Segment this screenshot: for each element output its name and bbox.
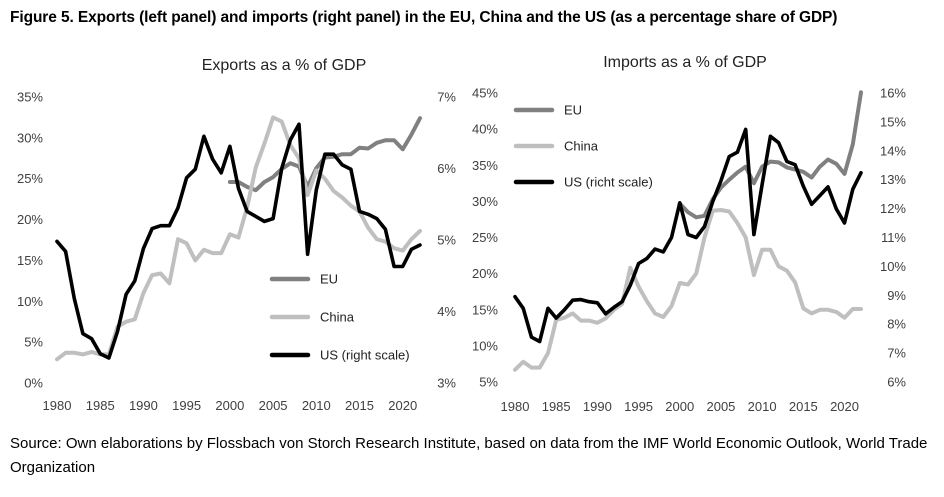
panel2-right-y-tick: 11% bbox=[881, 230, 906, 245]
panel2-left-y-tick: 10% bbox=[472, 338, 498, 353]
panel2-left-y-tick: 45% bbox=[472, 86, 498, 101]
panel2-right-y-tick: 13% bbox=[880, 172, 906, 187]
panel2-x-tick: 2005 bbox=[706, 399, 735, 414]
panel1-x-tick: 1990 bbox=[129, 398, 158, 413]
panel1-right-y-tick: 6% bbox=[437, 161, 456, 176]
panel1-left-y-tick: 35% bbox=[17, 90, 43, 105]
panel2-left-y-tick: 5% bbox=[479, 375, 498, 390]
panel1-x-tick: 2020 bbox=[388, 398, 417, 413]
panel1-x-tick: 2010 bbox=[302, 398, 331, 413]
panel1-series-china bbox=[55, 115, 422, 362]
panel1-x-tick: 1980 bbox=[43, 398, 72, 413]
panel2-x-tick: 2015 bbox=[789, 399, 818, 414]
panel1-left-y-tick: 25% bbox=[17, 171, 43, 186]
panel1-title: Exports as a % of GDP bbox=[202, 57, 367, 74]
panel2-left-y-tick: 20% bbox=[472, 266, 498, 281]
figure-charts: Exports as a % of GDP 0% 5% 10% 15% 20% 25% 30%… bbox=[17, 54, 906, 414]
panel1-left-y-tick: 0% bbox=[24, 376, 43, 391]
panel1-x-tick: 2005 bbox=[259, 398, 288, 413]
panel2-legend-label-us: US (richt scale) bbox=[564, 175, 653, 190]
panel2-left-y-tick: 40% bbox=[472, 122, 498, 137]
panel2-right-y-tick: 16% bbox=[880, 86, 906, 101]
panel2-right-y-tick: 14% bbox=[880, 143, 906, 158]
source-note: Source: Own elaborations by Flossbach vo… bbox=[10, 435, 928, 476]
panel2-legend-label-eu: EU bbox=[564, 103, 582, 118]
panel1-legend-label-us: US (right scale) bbox=[320, 348, 410, 363]
panel1-legend-label-eu: EU bbox=[320, 272, 338, 287]
panel2-right-y-tick: 9% bbox=[887, 288, 906, 303]
panel2-x-tick: 1995 bbox=[624, 399, 653, 414]
panel1-x-tick: 2015 bbox=[345, 398, 374, 413]
panel1-series-us bbox=[55, 122, 422, 360]
panel1-right-y-tick: 7% bbox=[437, 90, 456, 105]
panel2-right-y-tick: 6% bbox=[887, 375, 906, 390]
panel2-right-y-tick: 15% bbox=[880, 114, 906, 129]
panel1-left-y-tick: 5% bbox=[24, 335, 43, 350]
panel2-x-tick: 2010 bbox=[748, 399, 777, 414]
panel2-right-y-tick: 12% bbox=[880, 201, 906, 216]
panel1-left-y-tick: 15% bbox=[17, 253, 43, 268]
panel2-x-tick: 2020 bbox=[830, 399, 859, 414]
panel1-right-y-tick: 5% bbox=[437, 233, 456, 248]
panel1-x-tick: 1995 bbox=[172, 398, 201, 413]
panel2-legend-label-china: China bbox=[564, 139, 599, 154]
panel2-right-y-tick: 7% bbox=[887, 346, 906, 361]
figure-title: Figure 5. Exports (left panel) and impor… bbox=[10, 9, 838, 26]
panel2-series-us bbox=[513, 127, 863, 344]
panel1-right-y-tick: 4% bbox=[437, 304, 456, 319]
panel2-right-y-tick: 8% bbox=[887, 317, 906, 332]
panel1-left-y-tick: 30% bbox=[17, 130, 43, 145]
panel1-x-tick: 2000 bbox=[215, 398, 244, 413]
panel2-left-y-tick: 30% bbox=[472, 194, 498, 209]
panel1-legend-label-china: China bbox=[320, 310, 355, 325]
panel2-x-tick: 2000 bbox=[665, 399, 694, 414]
panel2-left-y-tick: 15% bbox=[472, 302, 498, 317]
panel1-left-y-tick: 20% bbox=[17, 212, 43, 227]
panel1-right-y-tick: 3% bbox=[437, 376, 456, 391]
panel2-right-y-tick: 10% bbox=[880, 259, 906, 274]
panel1-left-y-tick: 10% bbox=[17, 294, 43, 309]
panel1-x-tick: 1985 bbox=[86, 398, 115, 413]
panel2-left-y-tick: 35% bbox=[472, 158, 498, 173]
panel2-title: Imports as a % of GDP bbox=[603, 54, 767, 71]
panel2-series-china bbox=[513, 208, 863, 372]
panel2-x-tick: 1985 bbox=[542, 399, 571, 414]
panel2-x-tick: 1980 bbox=[501, 399, 530, 414]
panel2-x-tick: 1990 bbox=[583, 399, 612, 414]
panel2-left-y-tick: 25% bbox=[472, 230, 498, 245]
